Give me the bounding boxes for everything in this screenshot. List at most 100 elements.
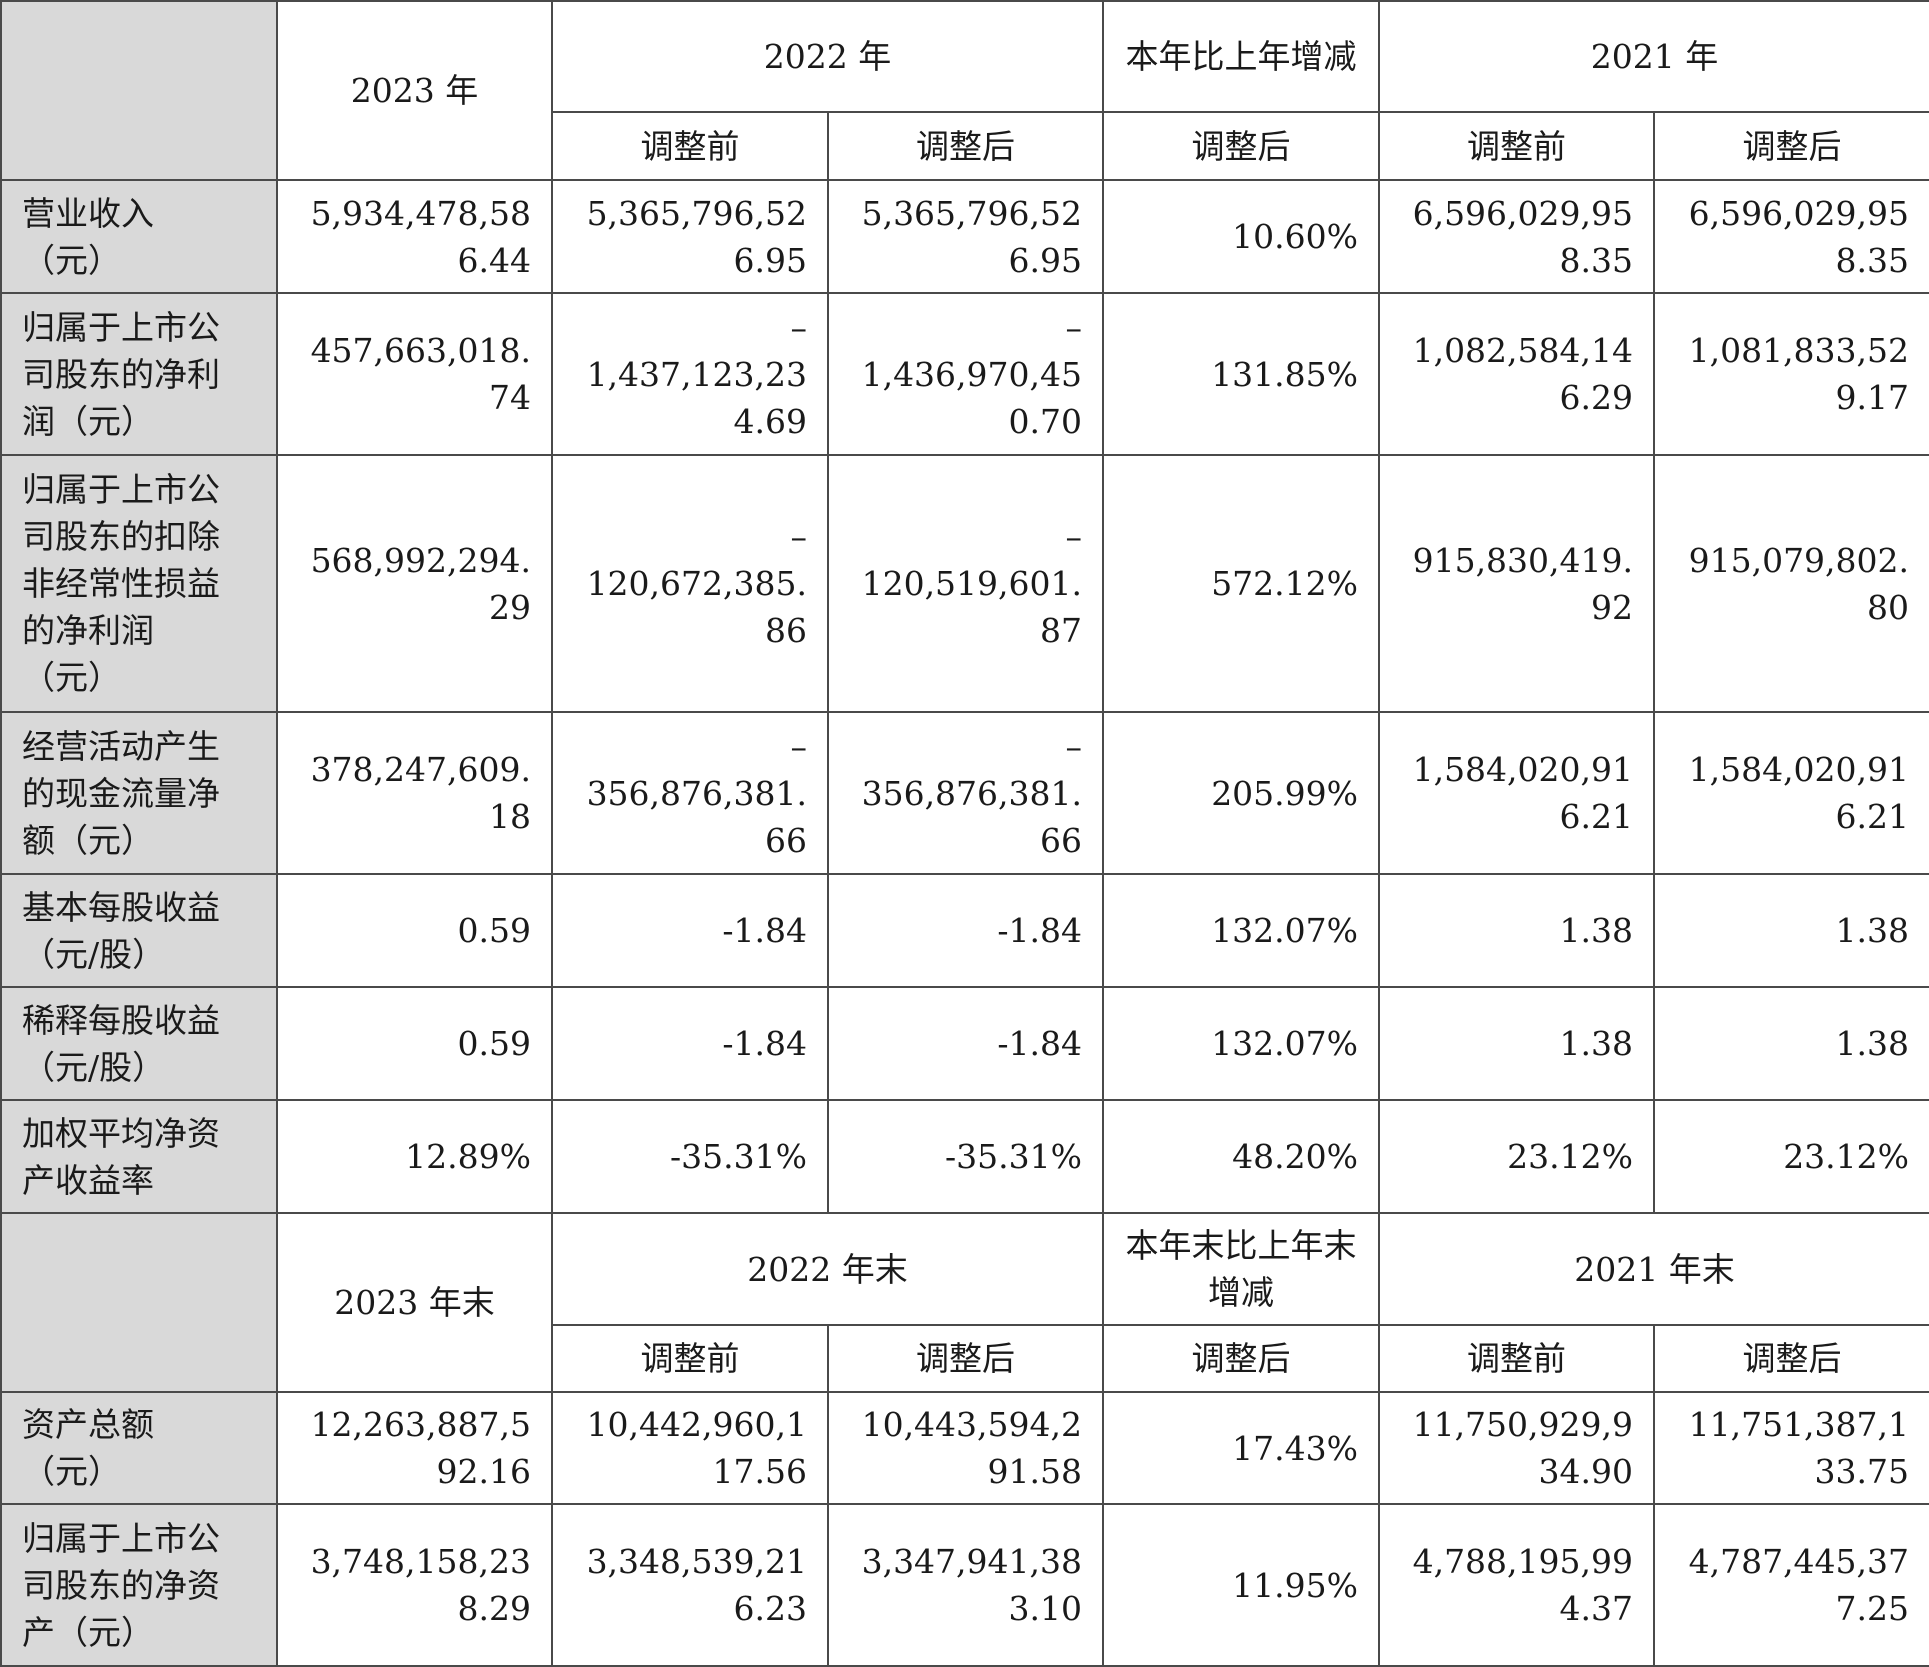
cell-line: 归属于上市公 (22, 307, 220, 347)
cell-line: 23.12% (1783, 1137, 1910, 1176)
cell-line: 6,596,029,95 (1412, 193, 1634, 233)
cell-line: 1,584,020,91 (1412, 750, 1634, 789)
col-header-2023: 2023 年 (276, 0, 553, 181)
cell-line: 司股东的净资 (22, 1565, 220, 1605)
value-cell-y2022-before: -1.84 (551, 986, 829, 1101)
cell-line: 0.70 (1008, 401, 1083, 441)
row-label: 归属于上市公 司股东的扣除 非经常性损益 的净利润 （元） (0, 454, 278, 713)
cell-line: 48.20% (1232, 1137, 1359, 1176)
cell-line: 131.85% (1211, 354, 1359, 394)
table-row: 资产总额 （元） 12,263,887,5 92.16 10,442,960,1 17.5… (0, 1391, 1929, 1505)
subheader-change-after: 调整后 (1102, 111, 1381, 181)
col-header-2021: 2021 年末 (1378, 1212, 1929, 1326)
value-cell-y2021-after: 4,787,445,37 7.25 (1653, 1503, 1929, 1667)
row-label: 资产总额 （元） (0, 1391, 278, 1505)
cell-line: 66 (1040, 820, 1083, 860)
cell-line: 356,876,381. (586, 773, 807, 813)
cell-line: 6.95 (733, 240, 807, 280)
cell-line: 资产总额 (22, 1405, 154, 1444)
cell-line: 915,830,419. (1412, 540, 1634, 580)
value-cell-y2021-after: 6,596,029,95 8.35 (1653, 179, 1929, 294)
cell-line: 11,751,387,1 (1688, 1405, 1910, 1444)
value-cell-change: 131.85% (1102, 292, 1381, 456)
cell-line: 572.12% (1211, 564, 1359, 603)
value-cell-y2021-before: 1,082,584,14 6.29 (1378, 292, 1656, 456)
cell-line: 4.37 (1559, 1589, 1634, 1628)
col-header-2023: 2023 年末 (276, 1212, 553, 1393)
value-cell-y2022-after: – 1,436,970,45 0.70 (826, 292, 1105, 456)
subheader-2021-before: 调整前 (1378, 111, 1656, 181)
table-row: 归属于上市公 司股东的净资 产（元） 3,748,158,23 8.29 3,348,53… (0, 1503, 1929, 1667)
value-cell-y2021-before: 4,788,195,99 4.37 (1378, 1503, 1656, 1667)
subheader-2021-after: 调整后 (1653, 111, 1929, 181)
value-cell-change: 10.60% (1102, 179, 1381, 294)
value-cell-y2021-before: 11,750,929,9 34.90 (1378, 1391, 1656, 1505)
value-cell-change: 132.07% (1102, 873, 1381, 988)
cell-line: 7.25 (1835, 1589, 1910, 1628)
cell-line: （元） (22, 1452, 121, 1491)
cell-line: 132.07% (1211, 1024, 1359, 1063)
cell-line: – (790, 307, 808, 347)
row-label: 归属于上市公 司股东的净资 产（元） (0, 1503, 278, 1667)
subheader-2021-after: 调整后 (1653, 1324, 1929, 1393)
cell-line: 产（元） (22, 1612, 154, 1652)
row-label: 基本每股收益 （元/股） (0, 873, 278, 988)
cell-line: 1.38 (1559, 911, 1634, 950)
cell-line: 1.38 (1559, 1024, 1634, 1063)
value-cell-y2021-before: 1,584,020,91 6.21 (1378, 711, 1656, 875)
value-cell-y2021-before: 1.38 (1378, 873, 1656, 988)
value-cell-y2022-after: 5,365,796,52 6.95 (826, 179, 1105, 294)
value-cell-y2022-before: 3,348,539,21 6.23 (551, 1503, 829, 1667)
cell-line: 10,443,594,2 (861, 1405, 1083, 1444)
cell-line: -1.84 (722, 1024, 807, 1063)
row-label: 稀释每股收益 （元/股） (0, 986, 278, 1101)
cell-line: 12,263,887,5 (310, 1405, 531, 1444)
cell-line: 1,584,020,91 (1688, 750, 1910, 789)
cell-line: 915,079,802. (1688, 540, 1910, 580)
subheader-2022-before: 调整前 (551, 1324, 829, 1393)
cell-line: 0.59 (457, 1024, 531, 1063)
cell-line: 的净利润 (22, 611, 154, 650)
cell-line: -35.31% (670, 1137, 807, 1176)
corner-cell (0, 0, 278, 181)
table-row: 营业收入 （元） 5,934,478,58 6.44 5,365,796,52 6.95 5… (0, 179, 1929, 294)
table-row: 归属于上市公 司股东的净利 润（元） 457,663,018. 74 – 1,437,123… (0, 292, 1929, 456)
table-row: 加权平均净资 产收益率 12.89% -35.31% -35.31% 48.20% 23.1… (0, 1099, 1929, 1214)
cell-line: 74 (489, 378, 531, 417)
cell-line: 8.35 (1835, 240, 1910, 280)
value-cell-y2022-after: 10,443,594,2 91.58 (826, 1391, 1105, 1505)
cell-line: 3,347,941,38 (861, 1542, 1083, 1581)
cell-line: 4.69 (733, 401, 807, 441)
cell-line: （元/股） (22, 1047, 166, 1087)
table-row: 经营活动产生 的现金流量净 额（元） 378,247,609. 18 – 356,876,3… (0, 711, 1929, 875)
value-cell-y2023: 457,663,018. 74 (276, 292, 553, 456)
cell-line: 4,788,195,99 (1412, 1542, 1634, 1581)
subheader-2022-after: 调整后 (826, 1324, 1105, 1393)
cell-line: 润（元） (22, 401, 154, 441)
value-cell-y2023: 5,934,478,58 6.44 (276, 179, 553, 294)
cell-line: （元） (22, 240, 121, 280)
cell-line: – (790, 517, 808, 556)
cell-line: 归属于上市公 (22, 1518, 220, 1558)
value-cell-y2022-before: 10,442,960,1 17.56 (551, 1391, 829, 1505)
subheader-2022-before: 调整前 (551, 111, 829, 181)
cell-line: 3,348,539,21 (586, 1542, 807, 1581)
value-cell-y2022-after: – 120,519,601. 87 (826, 454, 1105, 713)
cell-line: 1.38 (1835, 1024, 1910, 1063)
cell-line: 5,365,796,52 (861, 193, 1083, 233)
cell-line: 6,596,029,95 (1688, 193, 1910, 233)
value-cell-y2023: 12,263,887,5 92.16 (276, 1391, 553, 1505)
cell-line: 1,437,123,23 (586, 354, 807, 394)
cell-line: 6.21 (1835, 797, 1910, 836)
cell-line: 归属于上市公 (22, 470, 220, 509)
subheader-change-after: 调整后 (1102, 1324, 1381, 1393)
cell-line: – (790, 726, 808, 766)
value-cell-y2023: 0.59 (276, 986, 553, 1101)
value-cell-y2021-before: 6,596,029,95 8.35 (1378, 179, 1656, 294)
cell-line: 非经常性损益 (22, 564, 220, 603)
cell-line: 4,787,445,37 (1688, 1542, 1910, 1581)
cell-line: 92.16 (436, 1452, 531, 1491)
cell-line: 132.07% (1211, 911, 1359, 950)
cell-line: 17.56 (712, 1452, 807, 1491)
cell-line: 80 (1867, 587, 1910, 627)
